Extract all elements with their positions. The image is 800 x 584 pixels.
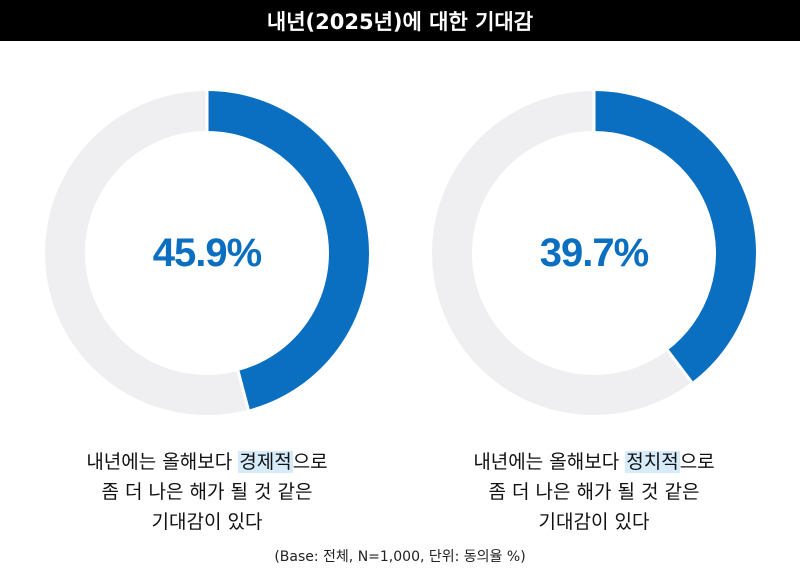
caption-political-line1: 내년에는 올해보다 정치적으로 (414, 447, 774, 477)
caption-economic-line2: 좀 더 나은 해가 될 것 같은 (101, 481, 313, 503)
donut-gap-end-economic (236, 370, 250, 411)
caption-economic-highlight: 경제적 (238, 451, 293, 473)
donut-value-label-political: 39.7% (539, 230, 649, 275)
caption-political-suffix: 으로 (679, 451, 715, 473)
footnote: (Base: 전체, N=1,000, 단위: 동의율 %) (274, 549, 526, 565)
donut-chart-economic: 45.9% (38, 84, 376, 422)
caption-economic-suffix: 으로 (292, 451, 328, 473)
donut-gap-end-political (666, 349, 693, 384)
caption-political-highlight: 정치적 (625, 451, 680, 473)
donut-value-slice-political (593, 91, 756, 383)
caption-economic-line1: 내년에는 올해보다 경제적으로 (27, 447, 387, 477)
donut-value-slice-economic (206, 91, 369, 410)
caption-political-line3: 기대감이 있다 (538, 511, 650, 533)
donut-chart-political: 39.7% (425, 84, 763, 422)
donut-value-label-economic: 45.9% (152, 230, 262, 275)
caption-political-line2: 좀 더 나은 해가 될 것 같은 (488, 481, 700, 503)
chart-title-bar: 내년(2025년)에 대한 기대감 (0, 0, 800, 41)
chart-title: 내년(2025년)에 대한 기대감 (266, 9, 534, 34)
donut-svg-economic (45, 91, 369, 415)
donut-svg-political (432, 91, 756, 415)
caption-political: 내년에는 올해보다 정치적으로 좀 더 나은 해가 될 것 같은 기대감이 있다 (414, 447, 774, 537)
caption-economic-prefix: 내년에는 올해보다 (86, 451, 239, 473)
caption-economic: 내년에는 올해보다 경제적으로 좀 더 나은 해가 될 것 같은 기대감이 있다 (27, 447, 387, 537)
caption-economic-line3: 기대감이 있다 (151, 511, 263, 533)
caption-political-prefix: 내년에는 올해보다 (473, 451, 626, 473)
